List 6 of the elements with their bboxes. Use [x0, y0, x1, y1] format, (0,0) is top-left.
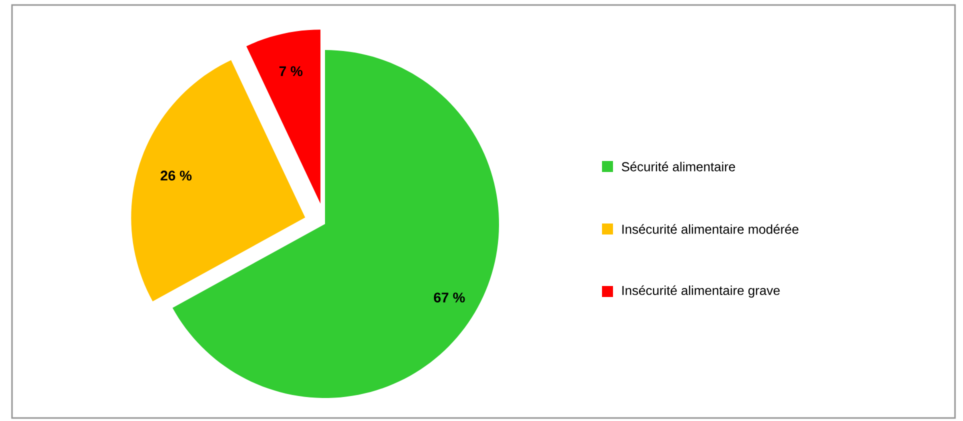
data-label: 26 %	[160, 170, 192, 181]
legend-label: Insécurité alimentaire modérée	[622, 224, 798, 234]
data-label: 7 %	[279, 66, 302, 76]
legend-label: Sécurité alimentaire	[622, 162, 736, 172]
data-label: 67 %	[434, 292, 465, 302]
legend-label: Insécurité alimentaire grave	[622, 285, 780, 298]
